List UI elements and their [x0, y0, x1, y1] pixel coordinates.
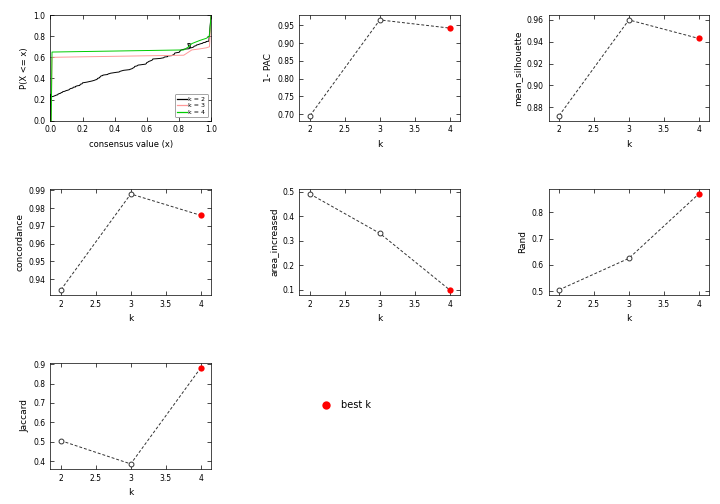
X-axis label: k: k	[626, 314, 631, 323]
X-axis label: k: k	[377, 140, 382, 149]
X-axis label: k: k	[128, 314, 133, 323]
Legend: best k: best k	[312, 397, 374, 414]
Y-axis label: area_increased: area_increased	[269, 208, 279, 276]
X-axis label: k: k	[377, 314, 382, 323]
Y-axis label: Rand: Rand	[518, 230, 527, 254]
X-axis label: k: k	[128, 488, 133, 497]
Y-axis label: 1- PAC: 1- PAC	[264, 53, 274, 82]
Y-axis label: Jaccard: Jaccard	[20, 400, 30, 432]
X-axis label: k: k	[626, 140, 631, 149]
Y-axis label: P(X <= x): P(X <= x)	[20, 47, 30, 89]
Y-axis label: concordance: concordance	[15, 213, 24, 271]
Legend: k = 2, k = 3, k = 4: k = 2, k = 3, k = 4	[175, 94, 208, 117]
Y-axis label: mean_silhouette: mean_silhouette	[513, 30, 523, 106]
X-axis label: consensus value (x): consensus value (x)	[89, 140, 173, 149]
